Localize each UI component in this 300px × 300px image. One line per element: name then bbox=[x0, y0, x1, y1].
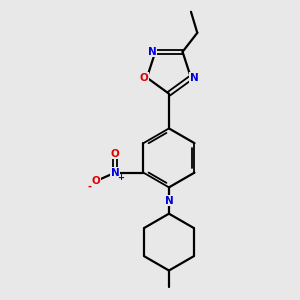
Text: O: O bbox=[92, 176, 100, 186]
Text: -: - bbox=[88, 181, 92, 191]
Text: +: + bbox=[117, 173, 124, 182]
Text: N: N bbox=[190, 73, 199, 83]
Text: O: O bbox=[140, 73, 148, 83]
Text: N: N bbox=[165, 196, 173, 206]
Text: N: N bbox=[148, 47, 157, 57]
Text: O: O bbox=[111, 149, 119, 159]
Text: N: N bbox=[111, 168, 119, 178]
